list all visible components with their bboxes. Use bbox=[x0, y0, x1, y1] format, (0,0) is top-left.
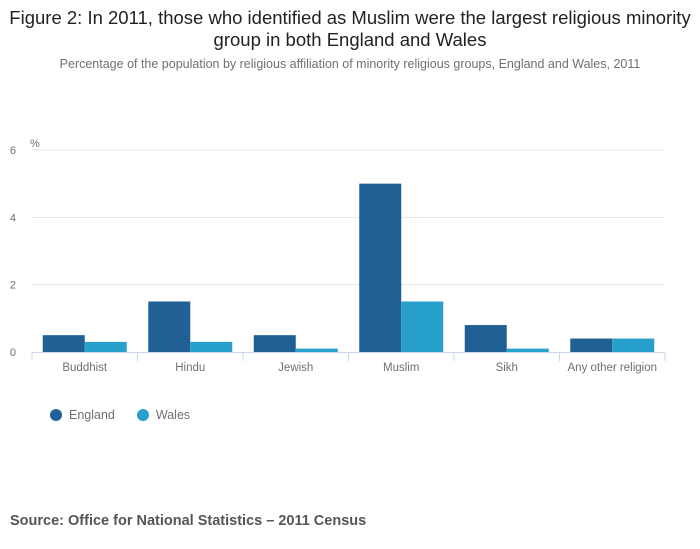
bar-england-jewish[interactable] bbox=[253, 335, 296, 352]
bar-chart: 0 2 4 6 % Buddhist Hindu Jewish Muslim Sikh Any … bbox=[10, 138, 666, 374]
x-tick-label: Any other religion bbox=[568, 362, 658, 374]
bar-wales-muslim[interactable] bbox=[401, 301, 444, 353]
bar-wales-hindu[interactable] bbox=[190, 341, 233, 352]
legend-wales-label: Wales bbox=[155, 408, 191, 422]
x-axis: Buddhist Hindu Jewish Muslim Sikh Any other r… bbox=[31, 352, 666, 374]
gridlines bbox=[32, 149, 665, 286]
bar-england-hindu[interactable] bbox=[148, 301, 191, 353]
bar-wales-any-other-religion[interactable] bbox=[612, 338, 655, 352]
x-tick-label: Muslim bbox=[383, 362, 419, 374]
x-tick-label: Hindu bbox=[175, 362, 205, 374]
legend-wales-marker-icon bbox=[136, 409, 149, 421]
bar-england-muslim[interactable] bbox=[359, 183, 402, 352]
y-axis-ticks: 0 2 4 6 bbox=[10, 145, 16, 359]
y-tick-label: 2 bbox=[10, 280, 16, 292]
y-tick-label: 6 bbox=[10, 145, 16, 157]
source-note: Source: Office for National Statistics –… bbox=[10, 513, 367, 529]
y-tick-label: 0 bbox=[10, 347, 16, 359]
legend-england-marker-icon bbox=[50, 409, 62, 421]
bar-wales-buddhist[interactable] bbox=[84, 341, 127, 352]
x-tick-label: Sikh bbox=[496, 362, 518, 374]
legend-item-england[interactable]: England bbox=[50, 408, 115, 422]
bar-england-buddhist[interactable] bbox=[42, 335, 85, 352]
bar-wales-jewish[interactable] bbox=[295, 348, 338, 352]
bar-england-sikh[interactable] bbox=[464, 325, 507, 352]
x-tick-label: Jewish bbox=[278, 362, 313, 374]
legend-item-wales[interactable]: Wales bbox=[136, 408, 191, 422]
chart-subtitle: Percentage of the population by religiou… bbox=[59, 57, 641, 71]
bars bbox=[42, 183, 655, 353]
chart-title: Figure 2: In 2011, those who identified … bbox=[9, 7, 691, 50]
x-tick-label: Buddhist bbox=[62, 362, 108, 374]
y-tick-label: 4 bbox=[10, 212, 16, 224]
bar-wales-sikh[interactable] bbox=[506, 348, 549, 352]
bar-england-any-other-religion[interactable] bbox=[570, 338, 613, 352]
legend: England Wales bbox=[50, 408, 190, 422]
y-axis-unit-label: % bbox=[30, 138, 40, 150]
legend-england-label: England bbox=[69, 408, 115, 422]
